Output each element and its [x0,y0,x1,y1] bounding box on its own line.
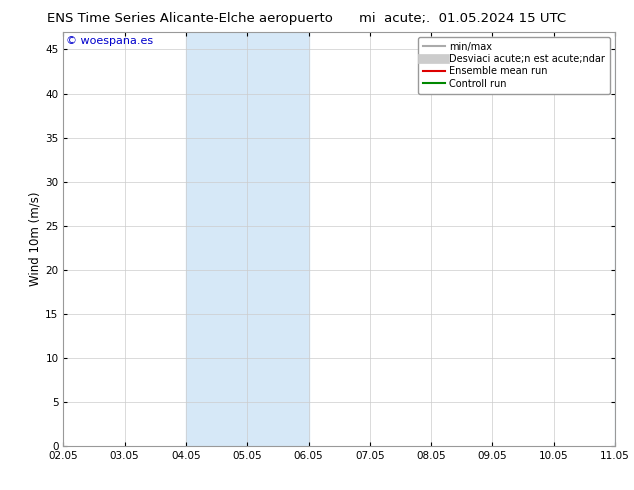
Y-axis label: Wind 10m (m/s): Wind 10m (m/s) [28,192,41,286]
Text: © woespana.es: © woespana.es [66,36,153,46]
Bar [186,32,309,446]
Text: mi  acute;.  01.05.2024 15 UTC: mi acute;. 01.05.2024 15 UTC [359,12,566,25]
Text: ENS Time Series Alicante-Elche aeropuerto: ENS Time Series Alicante-Elche aeropuert… [48,12,333,25]
Bar [615,32,634,446]
Legend: min/max, Desviaci acute;n est acute;ndar, Ensemble mean run, Controll run: min/max, Desviaci acute;n est acute;ndar… [418,37,610,94]
